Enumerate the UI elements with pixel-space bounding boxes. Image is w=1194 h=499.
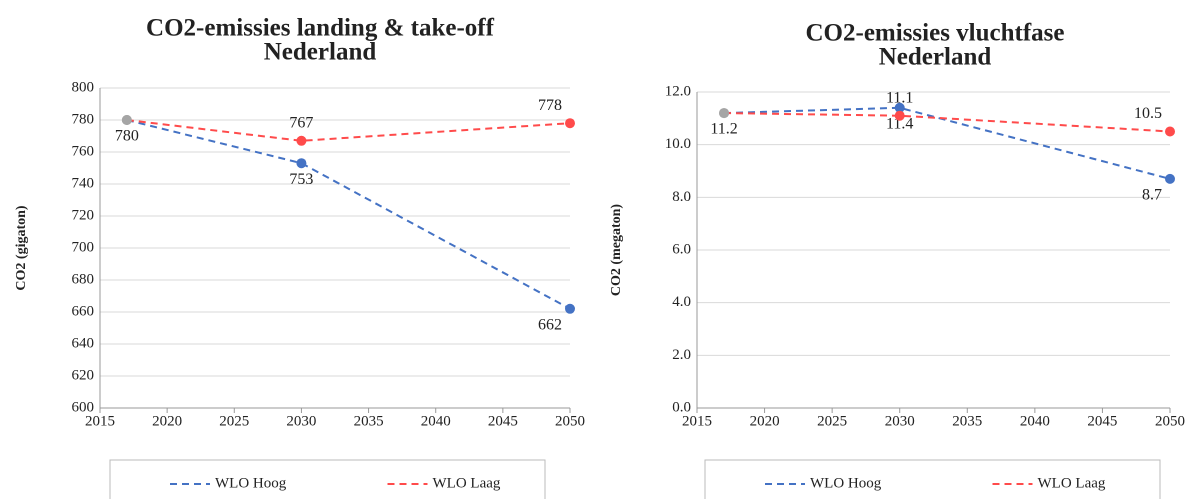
chart-title: Nederland <box>264 39 377 66</box>
x-tick-label: 2045 <box>488 413 518 429</box>
data-point <box>719 108 730 119</box>
data-label: 767 <box>289 114 313 131</box>
data-label: 10.5 <box>1134 105 1162 122</box>
y-tick-label: 6.0 <box>672 241 691 257</box>
data-point <box>296 158 307 169</box>
x-tick-label: 2050 <box>1155 413 1185 429</box>
legend-box <box>704 459 1161 499</box>
y-tick-label: 600 <box>72 399 95 415</box>
x-tick-label: 2050 <box>555 413 585 429</box>
x-tick-label: 2025 <box>817 413 847 429</box>
legend-label: WLO Laag <box>433 475 501 491</box>
data-label: 11.4 <box>886 115 913 132</box>
series-line <box>126 119 571 142</box>
data-label: 11.1 <box>886 89 913 106</box>
y-tick-label: 740 <box>72 175 95 191</box>
y-tick-label: 10.0 <box>665 136 691 152</box>
chart-title: CO2-emissies landing & take-off <box>146 15 495 42</box>
y-tick-label: 780 <box>72 111 95 127</box>
x-tick-label: 2020 <box>750 413 780 429</box>
x-tick-label: 2030 <box>885 413 915 429</box>
x-tick-label: 2015 <box>682 413 712 429</box>
data-point <box>894 102 905 113</box>
data-label: 780 <box>115 128 139 145</box>
y-tick-label: 660 <box>72 303 95 319</box>
y-tick-label: 620 <box>72 367 95 383</box>
series-line <box>723 106 1171 180</box>
data-point <box>296 135 307 146</box>
y-tick-label: 4.0 <box>672 294 691 310</box>
chart-title: Nederland <box>879 44 992 71</box>
chart-title: CO2-emissies vluchtfase <box>806 20 1065 47</box>
x-tick-label: 2045 <box>1087 413 1117 429</box>
x-tick-label: 2025 <box>219 413 249 429</box>
y-tick-label: 720 <box>72 207 95 223</box>
data-label: 662 <box>538 316 562 333</box>
legend-box <box>109 459 546 499</box>
y-tick-label: 800 <box>72 79 95 95</box>
y-axis-title: CO2 (gigaton) <box>14 205 29 291</box>
legend-label: WLO Hoog <box>810 475 882 491</box>
y-tick-label: 680 <box>72 271 95 287</box>
x-tick-label: 2015 <box>85 413 115 429</box>
legend-label: WLO Hoog <box>215 475 287 491</box>
data-point <box>894 110 905 121</box>
y-tick-label: 700 <box>72 239 95 255</box>
x-tick-label: 2040 <box>1020 413 1050 429</box>
data-point <box>1165 126 1175 137</box>
x-tick-label: 2020 <box>152 413 182 429</box>
y-tick-label: 8.0 <box>672 189 691 205</box>
y-tick-label: 640 <box>72 335 95 351</box>
x-tick-label: 2035 <box>952 413 982 429</box>
data-label: 11.2 <box>710 121 737 138</box>
data-point <box>1165 173 1175 184</box>
x-tick-label: 2035 <box>354 413 384 429</box>
x-tick-label: 2040 <box>421 413 451 429</box>
data-point <box>121 115 132 125</box>
data-label: 753 <box>289 171 313 188</box>
data-label: 8.7 <box>1142 187 1162 204</box>
x-tick-label: 2030 <box>286 413 316 429</box>
y-axis-title: CO2 (megaton) <box>609 204 624 296</box>
data-point <box>565 118 575 129</box>
data-point <box>565 303 575 314</box>
legend-label: WLO Laag <box>1038 475 1106 491</box>
y-tick-label: 0.0 <box>672 399 691 415</box>
y-tick-label: 2.0 <box>672 347 691 363</box>
series-line <box>724 112 1171 133</box>
data-label: 778 <box>538 97 562 114</box>
y-tick-label: 760 <box>72 143 95 159</box>
y-tick-label: 12.0 <box>665 83 691 99</box>
